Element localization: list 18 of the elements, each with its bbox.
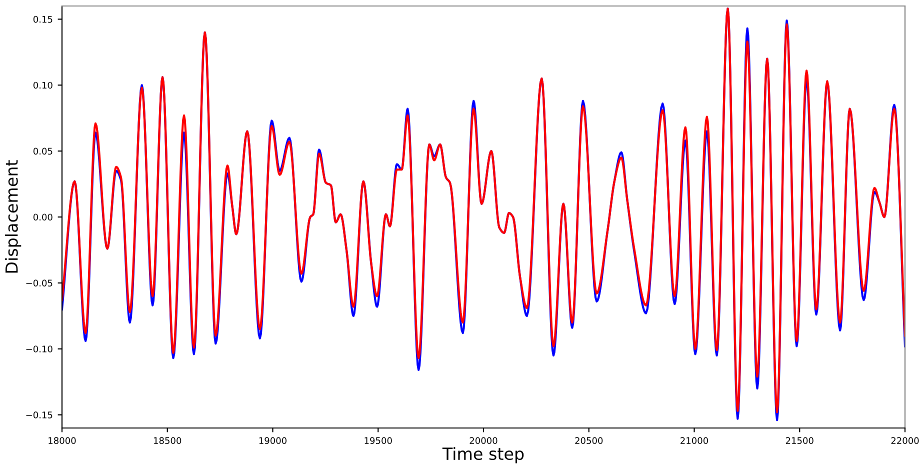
y-tick-label: −0.15 [26,412,52,418]
x-tick-label: 20500 [575,437,603,444]
x-tick-label: 21000 [680,437,708,444]
x-tick-label: 22000 [891,437,919,444]
y-tick-label: 0.00 [33,214,52,221]
x-axis-title: Time step [442,447,524,464]
x-tick-label: 21500 [786,437,814,444]
x-tick-label: 19000 [259,437,287,444]
x-tick-label: 18500 [154,437,182,444]
x-tick-label: 18000 [48,437,76,444]
x-tick-label: 19500 [364,437,392,444]
x-tick-label: 20000 [470,437,498,444]
y-tick-label: 0.15 [33,16,52,23]
y-tick-label: −0.05 [26,280,52,286]
y-tick-label: 0.10 [33,82,52,89]
y-axis-title: Displacement [5,160,22,273]
y-tick-label: 0.05 [33,148,52,155]
y-tick-label: −0.10 [26,346,52,352]
